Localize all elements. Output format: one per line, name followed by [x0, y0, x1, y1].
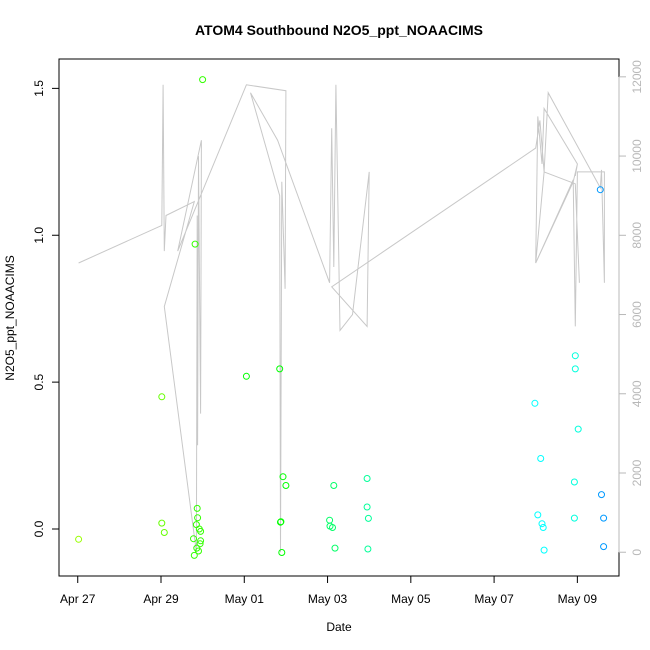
data-point — [364, 545, 372, 553]
data-point — [197, 537, 205, 545]
data-point — [570, 514, 578, 522]
data-point — [600, 514, 608, 522]
data-point — [330, 482, 338, 489]
data-point — [193, 504, 201, 512]
data-point — [540, 546, 548, 554]
data-point — [191, 240, 199, 248]
series-line — [78, 84, 605, 553]
y2-tick-label: 10000 — [630, 139, 644, 173]
data-point — [598, 491, 605, 499]
y-axis-left: 0.0 0.5 1.0 1.5 — [32, 80, 59, 537]
y-tick-label: 0.0 — [32, 520, 46, 537]
data-point — [199, 76, 207, 84]
x-tick-label: Apr 29 — [143, 592, 179, 606]
y2-tick-label: 2000 — [630, 459, 644, 486]
data-point — [160, 529, 168, 536]
data-point — [158, 393, 166, 401]
data-point — [539, 524, 547, 531]
data-point — [196, 540, 204, 548]
data-point — [531, 399, 539, 407]
x-tick-label: May 09 — [558, 592, 598, 606]
y-axis-right: 0 2000 4000 6000 8000 10000 12000 — [618, 60, 644, 556]
data-point — [570, 478, 578, 486]
data-point — [571, 352, 579, 360]
x-axis-label: Date — [326, 620, 352, 634]
x-tick-label: May 01 — [225, 592, 265, 606]
data-point — [190, 535, 197, 543]
x-axis: Apr 27 Apr 29 May 01 May 03 May 05 May 07 May … — [60, 575, 598, 606]
data-point — [75, 535, 83, 543]
y2-tick-label: 6000 — [630, 301, 644, 328]
data-point — [277, 518, 285, 526]
x-tick-label: May 05 — [391, 592, 431, 606]
data-point — [538, 520, 546, 528]
y-tick-label: 0.5 — [32, 373, 46, 390]
data-point — [276, 365, 284, 373]
data-point — [596, 186, 604, 194]
x-tick-label: May 07 — [474, 592, 514, 606]
data-point — [363, 503, 371, 511]
data-point — [158, 519, 166, 527]
data-point — [278, 549, 286, 556]
y2-tick-label: 8000 — [630, 222, 644, 249]
data-point — [331, 544, 339, 552]
plot-frame — [58, 58, 620, 577]
right-axis-series-line — [78, 84, 605, 553]
data-point — [282, 482, 290, 489]
chart-title: ATOM4 Southbound N2O5_ppt_NOAACIMS — [195, 22, 483, 38]
y-tick-label: 1.0 — [32, 227, 46, 244]
data-point — [364, 514, 372, 522]
y2-tick-label: 12000 — [630, 60, 644, 94]
data-point — [194, 514, 202, 522]
data-point — [574, 425, 582, 433]
data-points — [75, 76, 608, 559]
x-tick-label: Apr 27 — [60, 592, 96, 606]
data-point — [600, 543, 608, 551]
data-point — [571, 365, 579, 373]
data-point — [537, 455, 545, 462]
data-point — [190, 551, 198, 559]
y-tick-label: 1.5 — [32, 80, 46, 97]
data-point — [363, 475, 371, 482]
x-tick-label: May 03 — [308, 592, 348, 606]
data-point — [195, 547, 202, 555]
data-point — [279, 473, 287, 481]
data-point — [534, 511, 542, 519]
y2-tick-label: 0 — [630, 549, 644, 556]
data-point — [197, 527, 205, 535]
data-point — [326, 516, 334, 524]
data-point — [242, 372, 250, 380]
y2-tick-label: 4000 — [630, 380, 644, 407]
y-axis-label: N2O5_ppt_NOAACIMS — [3, 255, 17, 380]
data-point — [329, 524, 336, 531]
